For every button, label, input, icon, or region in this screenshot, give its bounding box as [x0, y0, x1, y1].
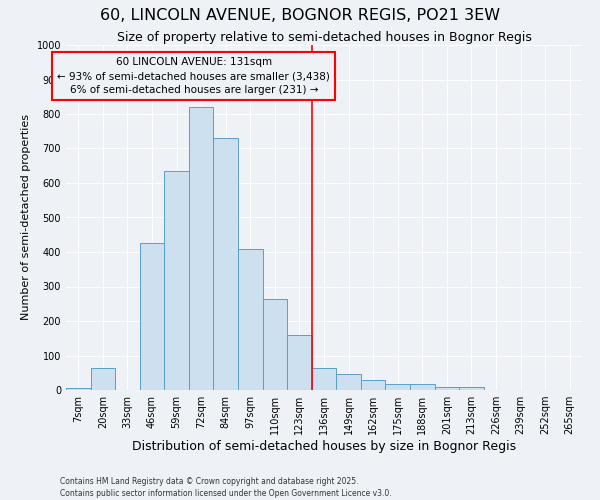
Bar — [238, 248, 263, 390]
Bar — [263, 298, 287, 390]
Bar — [287, 335, 312, 390]
Text: Contains HM Land Registry data © Crown copyright and database right 2025.
Contai: Contains HM Land Registry data © Crown c… — [60, 476, 392, 498]
Bar — [66, 388, 91, 390]
Bar — [214, 138, 238, 390]
Y-axis label: Number of semi-detached properties: Number of semi-detached properties — [21, 114, 31, 320]
Bar — [91, 368, 115, 390]
Title: Size of property relative to semi-detached houses in Bognor Regis: Size of property relative to semi-detach… — [116, 31, 532, 44]
Bar — [410, 384, 434, 390]
Bar — [336, 374, 361, 390]
Text: 60, LINCOLN AVENUE, BOGNOR REGIS, PO21 3EW: 60, LINCOLN AVENUE, BOGNOR REGIS, PO21 3… — [100, 8, 500, 22]
Bar — [385, 384, 410, 390]
Bar — [140, 244, 164, 390]
Bar — [164, 171, 189, 390]
Bar — [189, 107, 214, 390]
Bar — [434, 386, 459, 390]
Bar — [361, 380, 385, 390]
Bar — [312, 368, 336, 390]
Bar — [459, 386, 484, 390]
Text: 60 LINCOLN AVENUE: 131sqm
← 93% of semi-detached houses are smaller (3,438)
6% o: 60 LINCOLN AVENUE: 131sqm ← 93% of semi-… — [58, 57, 330, 95]
X-axis label: Distribution of semi-detached houses by size in Bognor Regis: Distribution of semi-detached houses by … — [132, 440, 516, 453]
